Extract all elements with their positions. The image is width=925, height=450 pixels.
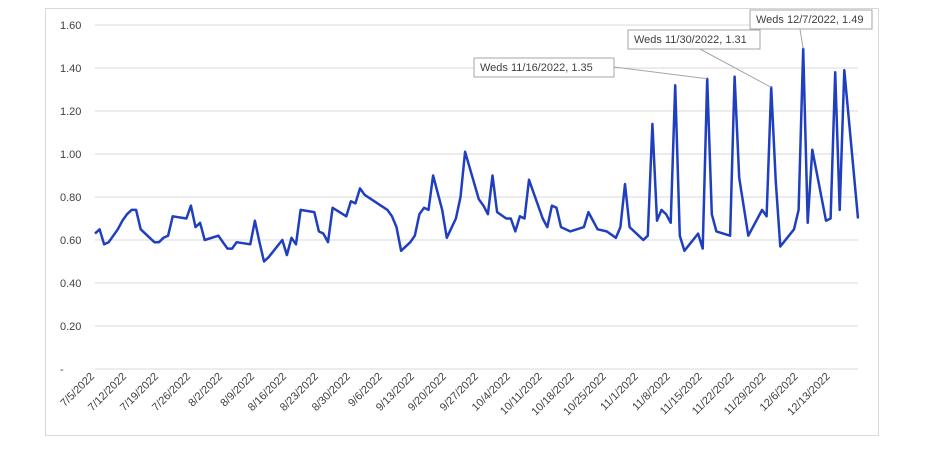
annotation-box	[749, 9, 873, 30]
gridlines	[95, 24, 858, 327]
y-tick-label: 1.20	[60, 106, 81, 118]
annotation-leader	[699, 48, 772, 88]
series-group	[94, 47, 860, 263]
annotations: Weds 11/16/2022, 1.35 Weds 11/30/2022, 1.…	[473, 9, 873, 88]
y-tick-label: 1.00	[60, 149, 81, 161]
y-axis: - 0.20 0.40 0.60 0.80 1.00 1.20 1.40 1.60	[60, 20, 81, 376]
annotation-box	[473, 57, 615, 78]
series-line	[94, 47, 860, 263]
y-tick-label: 0.80	[60, 192, 81, 204]
annotation-leader	[613, 66, 708, 80]
annotation-leader	[799, 28, 804, 49]
x-tick-label: 8/2/2022	[186, 371, 225, 410]
y-tick-label: 1.60	[60, 20, 81, 32]
y-tick-label: 0.20	[60, 321, 81, 333]
annotation-label: Weds 11/30/2022, 1.31	[634, 34, 747, 46]
x-tick-labels: 7/5/20227/12/20227/19/20227/26/20228/2/2…	[58, 371, 832, 418]
annotation-label: Weds 11/16/2022, 1.35	[480, 62, 593, 74]
annotation-box	[627, 29, 761, 50]
y-tick-label: -	[60, 364, 64, 376]
y-tick-label: 1.40	[60, 63, 81, 75]
y-tick-label: 0.60	[60, 235, 81, 247]
y-tick-label: 0.40	[60, 278, 81, 290]
chart-frame	[45, 8, 879, 436]
annotation-label: Weds 12/7/2022, 1.49	[756, 14, 863, 26]
